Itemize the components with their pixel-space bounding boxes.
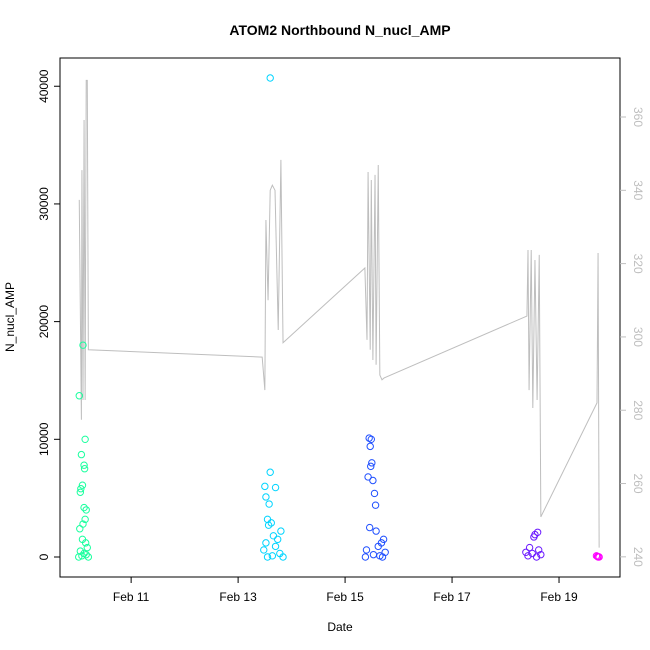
point [361, 553, 370, 561]
y-axis-label: N_nucl_AMP [3, 282, 17, 352]
line [78, 79, 600, 548]
point [535, 546, 543, 554]
point [84, 553, 93, 561]
x-axis-label: Date [327, 620, 353, 634]
point [279, 553, 287, 561]
point [80, 465, 89, 473]
y-tick-label: 0 [37, 553, 51, 560]
point [537, 550, 545, 559]
y2-tick-label: 300 [631, 327, 645, 347]
y2-tick-label: 340 [631, 180, 645, 200]
y2-tick-label: 260 [631, 474, 645, 494]
chart-title: ATOM2 Northbound N_nucl_AMP [229, 22, 450, 38]
y-tick-label: 30000 [37, 187, 51, 221]
point [261, 482, 269, 491]
point [367, 435, 375, 444]
point [75, 553, 83, 561]
point [277, 527, 285, 535]
point [260, 546, 268, 554]
point [268, 552, 277, 560]
plot-frame [59, 57, 621, 578]
point [82, 550, 90, 559]
point [530, 533, 538, 541]
point [378, 553, 387, 561]
point [81, 539, 90, 547]
point [532, 553, 541, 561]
point [364, 473, 372, 481]
point [271, 483, 280, 492]
point [262, 493, 270, 501]
y2-tick-label: 320 [631, 254, 645, 274]
point [76, 525, 84, 533]
y2-tick-label: 240 [631, 547, 645, 567]
point [76, 488, 85, 496]
point [77, 485, 85, 493]
x-tick-label: Feb 13 [219, 590, 257, 604]
point [525, 543, 534, 552]
point [264, 521, 273, 529]
point [265, 500, 273, 508]
point [374, 542, 382, 551]
point [266, 74, 274, 82]
point [81, 515, 89, 524]
point [75, 392, 83, 400]
point [266, 468, 274, 476]
x-tick-label: Feb 17 [433, 590, 471, 604]
point [77, 450, 86, 459]
y-tick-label: 20000 [37, 305, 51, 339]
x-tick-label: Feb 15 [326, 590, 364, 604]
point [273, 535, 282, 544]
point [362, 546, 371, 554]
point [368, 459, 376, 467]
point [83, 543, 91, 552]
x-tick-label: Feb 19 [540, 590, 578, 604]
y2-tick-label: 280 [631, 400, 645, 420]
point [81, 435, 89, 444]
point [80, 503, 88, 512]
x-tick-label: Feb 11 [113, 590, 150, 604]
point [80, 461, 88, 469]
point [365, 523, 374, 532]
point [79, 341, 87, 349]
point [82, 506, 90, 514]
y2-tick-label: 360 [631, 107, 645, 127]
point [370, 489, 379, 498]
point [263, 553, 272, 561]
point [369, 476, 377, 485]
point [371, 501, 380, 509]
point [78, 481, 87, 489]
point [262, 539, 270, 547]
point [524, 552, 532, 560]
y-tick-label: 40000 [37, 69, 51, 103]
point [372, 527, 380, 535]
y-tick-label: 10000 [37, 422, 51, 456]
point [367, 462, 375, 471]
point [594, 553, 602, 561]
point [366, 442, 374, 451]
point [271, 542, 280, 551]
